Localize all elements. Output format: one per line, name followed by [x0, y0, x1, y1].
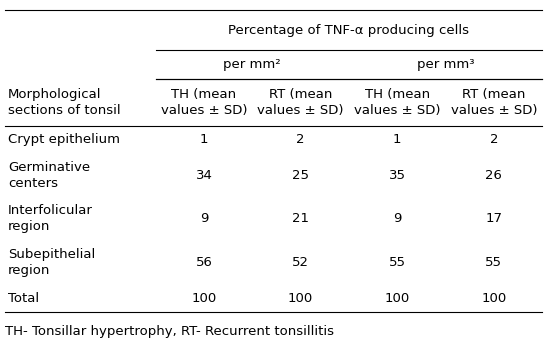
Text: Total: Total: [8, 292, 40, 305]
Text: 100: 100: [384, 292, 410, 305]
Text: 55: 55: [389, 256, 406, 269]
Text: TH (mean
values ± SD): TH (mean values ± SD): [354, 88, 440, 117]
Text: TH- Tonsillar hypertrophy, RT- Recurrent tonsillitis: TH- Tonsillar hypertrophy, RT- Recurrent…: [5, 325, 334, 338]
Text: per mm²: per mm²: [223, 58, 281, 71]
Text: 34: 34: [195, 169, 212, 181]
Text: 52: 52: [292, 256, 309, 269]
Text: 55: 55: [485, 256, 502, 269]
Text: 1: 1: [200, 133, 208, 146]
Text: 25: 25: [292, 169, 309, 181]
Text: 100: 100: [192, 292, 217, 305]
Text: 26: 26: [485, 169, 502, 181]
Text: TH (mean
values ± SD): TH (mean values ± SD): [161, 88, 247, 117]
Text: 2: 2: [296, 133, 305, 146]
Text: 100: 100: [288, 292, 313, 305]
Text: Percentage of TNF-α producing cells: Percentage of TNF-α producing cells: [228, 24, 469, 37]
Text: Interfolicular
region: Interfolicular region: [8, 204, 93, 233]
Text: 9: 9: [393, 212, 401, 225]
Text: Crypt epithelium: Crypt epithelium: [8, 133, 120, 146]
Text: 2: 2: [490, 133, 498, 146]
Text: 9: 9: [200, 212, 208, 225]
Text: Subepithelial
region: Subepithelial region: [8, 248, 96, 277]
Text: 35: 35: [389, 169, 406, 181]
Text: RT (mean
values ± SD): RT (mean values ± SD): [451, 88, 537, 117]
Text: Morphological
sections of tonsil: Morphological sections of tonsil: [8, 88, 121, 117]
Text: 1: 1: [393, 133, 401, 146]
Text: 56: 56: [195, 256, 212, 269]
Text: per mm³: per mm³: [417, 58, 474, 71]
Text: 17: 17: [485, 212, 502, 225]
Text: RT (mean
values ± SD): RT (mean values ± SD): [257, 88, 344, 117]
Text: Germinative
centers: Germinative centers: [8, 160, 91, 190]
Text: 100: 100: [481, 292, 506, 305]
Text: 21: 21: [292, 212, 309, 225]
